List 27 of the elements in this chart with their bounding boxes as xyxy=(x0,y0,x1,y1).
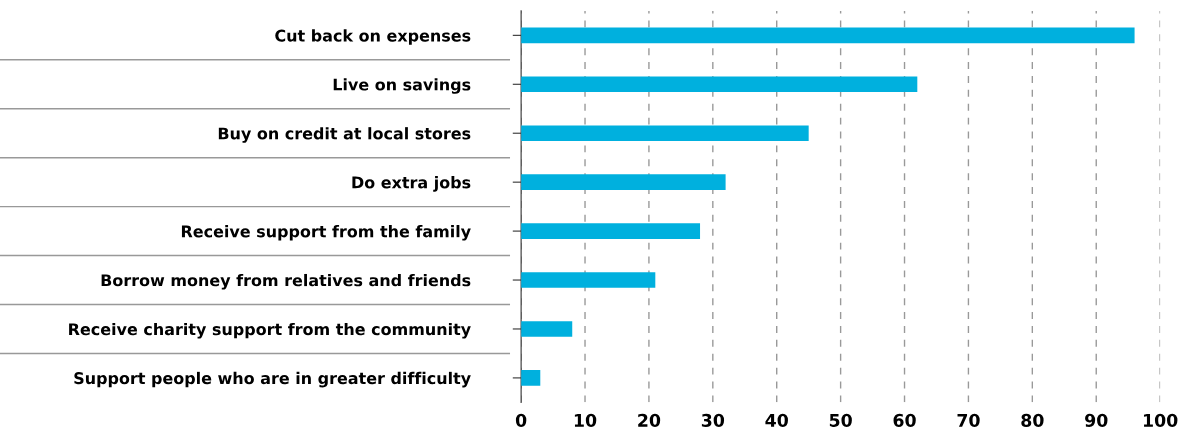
x-tick-label: 0 xyxy=(515,413,527,427)
bar xyxy=(521,76,918,93)
bar xyxy=(521,223,701,239)
x-tick-label: 60 xyxy=(893,413,916,427)
bar xyxy=(521,272,656,288)
bar xyxy=(521,321,573,337)
y-tick-label: Buy on credit at local stores xyxy=(218,127,471,143)
x-tick-label: 40 xyxy=(765,413,788,427)
x-tick-label: 30 xyxy=(701,413,725,427)
y-tick-label: Cut back on expenses xyxy=(275,29,471,45)
y-tick-label: Live on savings xyxy=(333,78,471,94)
y-tick-label: Borrow money from relatives and friends xyxy=(101,273,471,290)
bar xyxy=(521,125,809,142)
y-tick-label: Support people who are in greater difficulty xyxy=(74,371,471,388)
y-tick-label: Receive support from the family xyxy=(181,225,471,241)
y-tick-label: Receive charity support from the community xyxy=(69,322,471,339)
x-tick-label: 20 xyxy=(638,413,661,427)
y-tick-label: Do extra jobs xyxy=(352,176,471,192)
x-tick-label: 70 xyxy=(957,413,980,427)
bar xyxy=(521,27,1135,44)
bar xyxy=(521,370,541,386)
x-tick-label: 50 xyxy=(829,413,852,427)
bar xyxy=(521,174,726,190)
x-tick-label: 80 xyxy=(1021,413,1044,427)
x-tick-label: 10 xyxy=(574,413,597,427)
x-tick-label: 100 xyxy=(1143,413,1178,427)
x-tick-label: 90 xyxy=(1085,413,1108,427)
